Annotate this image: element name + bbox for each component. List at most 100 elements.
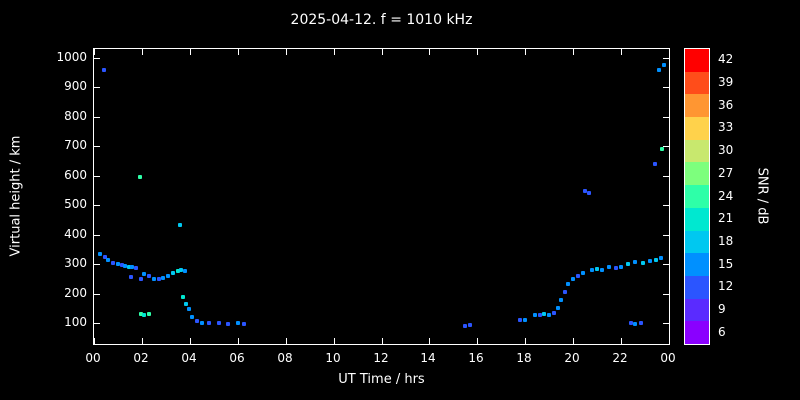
y-tick-mark (94, 264, 100, 265)
data-point (614, 266, 618, 270)
x-tick-label: 02 (133, 351, 149, 365)
colorbar-tick-label: 30 (718, 143, 734, 157)
data-point (242, 322, 246, 326)
data-point (542, 312, 546, 316)
x-tick-mark (142, 49, 143, 55)
data-point (236, 321, 240, 325)
data-point (176, 269, 180, 273)
colorbar-segment (685, 321, 709, 345)
data-point (130, 265, 134, 269)
x-tick-mark (621, 338, 622, 344)
x-tick-mark (429, 49, 430, 55)
x-tick-mark (238, 338, 239, 344)
data-point (139, 312, 143, 316)
colorbar-segment (685, 207, 709, 232)
x-tick-mark (142, 338, 143, 344)
y-axis-label: Virtual height / km (8, 135, 24, 257)
colorbar-segment (685, 253, 709, 277)
colorbar-axis-label: SNR / dB (754, 167, 770, 225)
data-point (523, 318, 527, 322)
data-point (538, 313, 542, 317)
x-tick-mark (525, 338, 526, 344)
colorbar-segment (685, 230, 709, 254)
data-point (559, 298, 563, 302)
data-point (139, 277, 143, 281)
data-point (200, 321, 204, 325)
colorbar-tick-label: 33 (718, 120, 734, 134)
y-tick-mark (94, 87, 100, 88)
x-tick-label: 06 (229, 351, 245, 365)
x-tick-mark (190, 338, 191, 344)
data-point (195, 319, 199, 323)
y-tick-label: 1000 (56, 50, 87, 64)
data-point (653, 162, 657, 166)
data-point (571, 277, 575, 281)
data-point (111, 261, 115, 265)
x-tick-mark (286, 338, 287, 344)
x-tick-label: 12 (373, 351, 389, 365)
data-point (190, 315, 194, 319)
colorbar-segment (685, 94, 709, 118)
data-point (657, 68, 661, 72)
data-point (147, 312, 151, 316)
y-tick-mark (663, 176, 669, 177)
data-point (226, 322, 230, 326)
colorbar-segment (685, 117, 709, 141)
data-point (659, 256, 663, 260)
data-point (587, 191, 591, 195)
data-point (641, 261, 645, 265)
data-point (654, 258, 658, 262)
data-point (463, 324, 467, 328)
data-point (595, 267, 599, 271)
data-point (600, 268, 604, 272)
y-tick-mark (94, 235, 100, 236)
chart-title: 2025-04-12. f = 1010 kHz (290, 12, 473, 28)
data-point (552, 311, 556, 315)
y-tick-mark (94, 146, 100, 147)
data-point (116, 262, 120, 266)
colorbar-segment (685, 185, 709, 209)
data-point (619, 265, 623, 269)
y-tick-label: 500 (64, 197, 87, 211)
data-point (566, 282, 570, 286)
x-tick-label: 08 (277, 351, 293, 365)
y-tick-label: 200 (64, 286, 87, 300)
x-tick-label: 22 (612, 351, 628, 365)
data-point (629, 321, 633, 325)
data-point (98, 252, 102, 256)
y-tick-mark (94, 117, 100, 118)
x-tick-mark (190, 49, 191, 55)
x-tick-mark (334, 49, 335, 55)
colorbar-segment (685, 71, 709, 95)
colorbar-tick-label: 21 (718, 211, 734, 225)
x-tick-mark (573, 338, 574, 344)
data-point (660, 147, 664, 151)
data-point (639, 321, 643, 325)
x-tick-mark (286, 49, 287, 55)
y-tick-label: 900 (64, 79, 87, 93)
y-tick-mark (94, 294, 100, 295)
data-point (184, 302, 188, 306)
x-tick-label: 16 (468, 351, 484, 365)
data-point (187, 307, 191, 311)
data-point (648, 259, 652, 263)
x-tick-mark (382, 49, 383, 55)
x-tick-mark (94, 49, 95, 55)
data-point (626, 262, 630, 266)
y-tick-label: 300 (64, 256, 87, 270)
colorbar-segment (685, 139, 709, 163)
data-point (547, 313, 551, 317)
y-tick-label: 800 (64, 109, 87, 123)
data-point (583, 189, 587, 193)
data-point (217, 321, 221, 325)
x-tick-mark (238, 49, 239, 55)
data-point (142, 272, 146, 276)
colorbar-segment (685, 275, 709, 300)
data-point (129, 275, 133, 279)
data-point (106, 258, 110, 262)
y-tick-label: 700 (64, 138, 87, 152)
data-point (171, 271, 175, 275)
x-tick-mark (477, 49, 478, 55)
colorbar-tick-label: 36 (718, 98, 734, 112)
